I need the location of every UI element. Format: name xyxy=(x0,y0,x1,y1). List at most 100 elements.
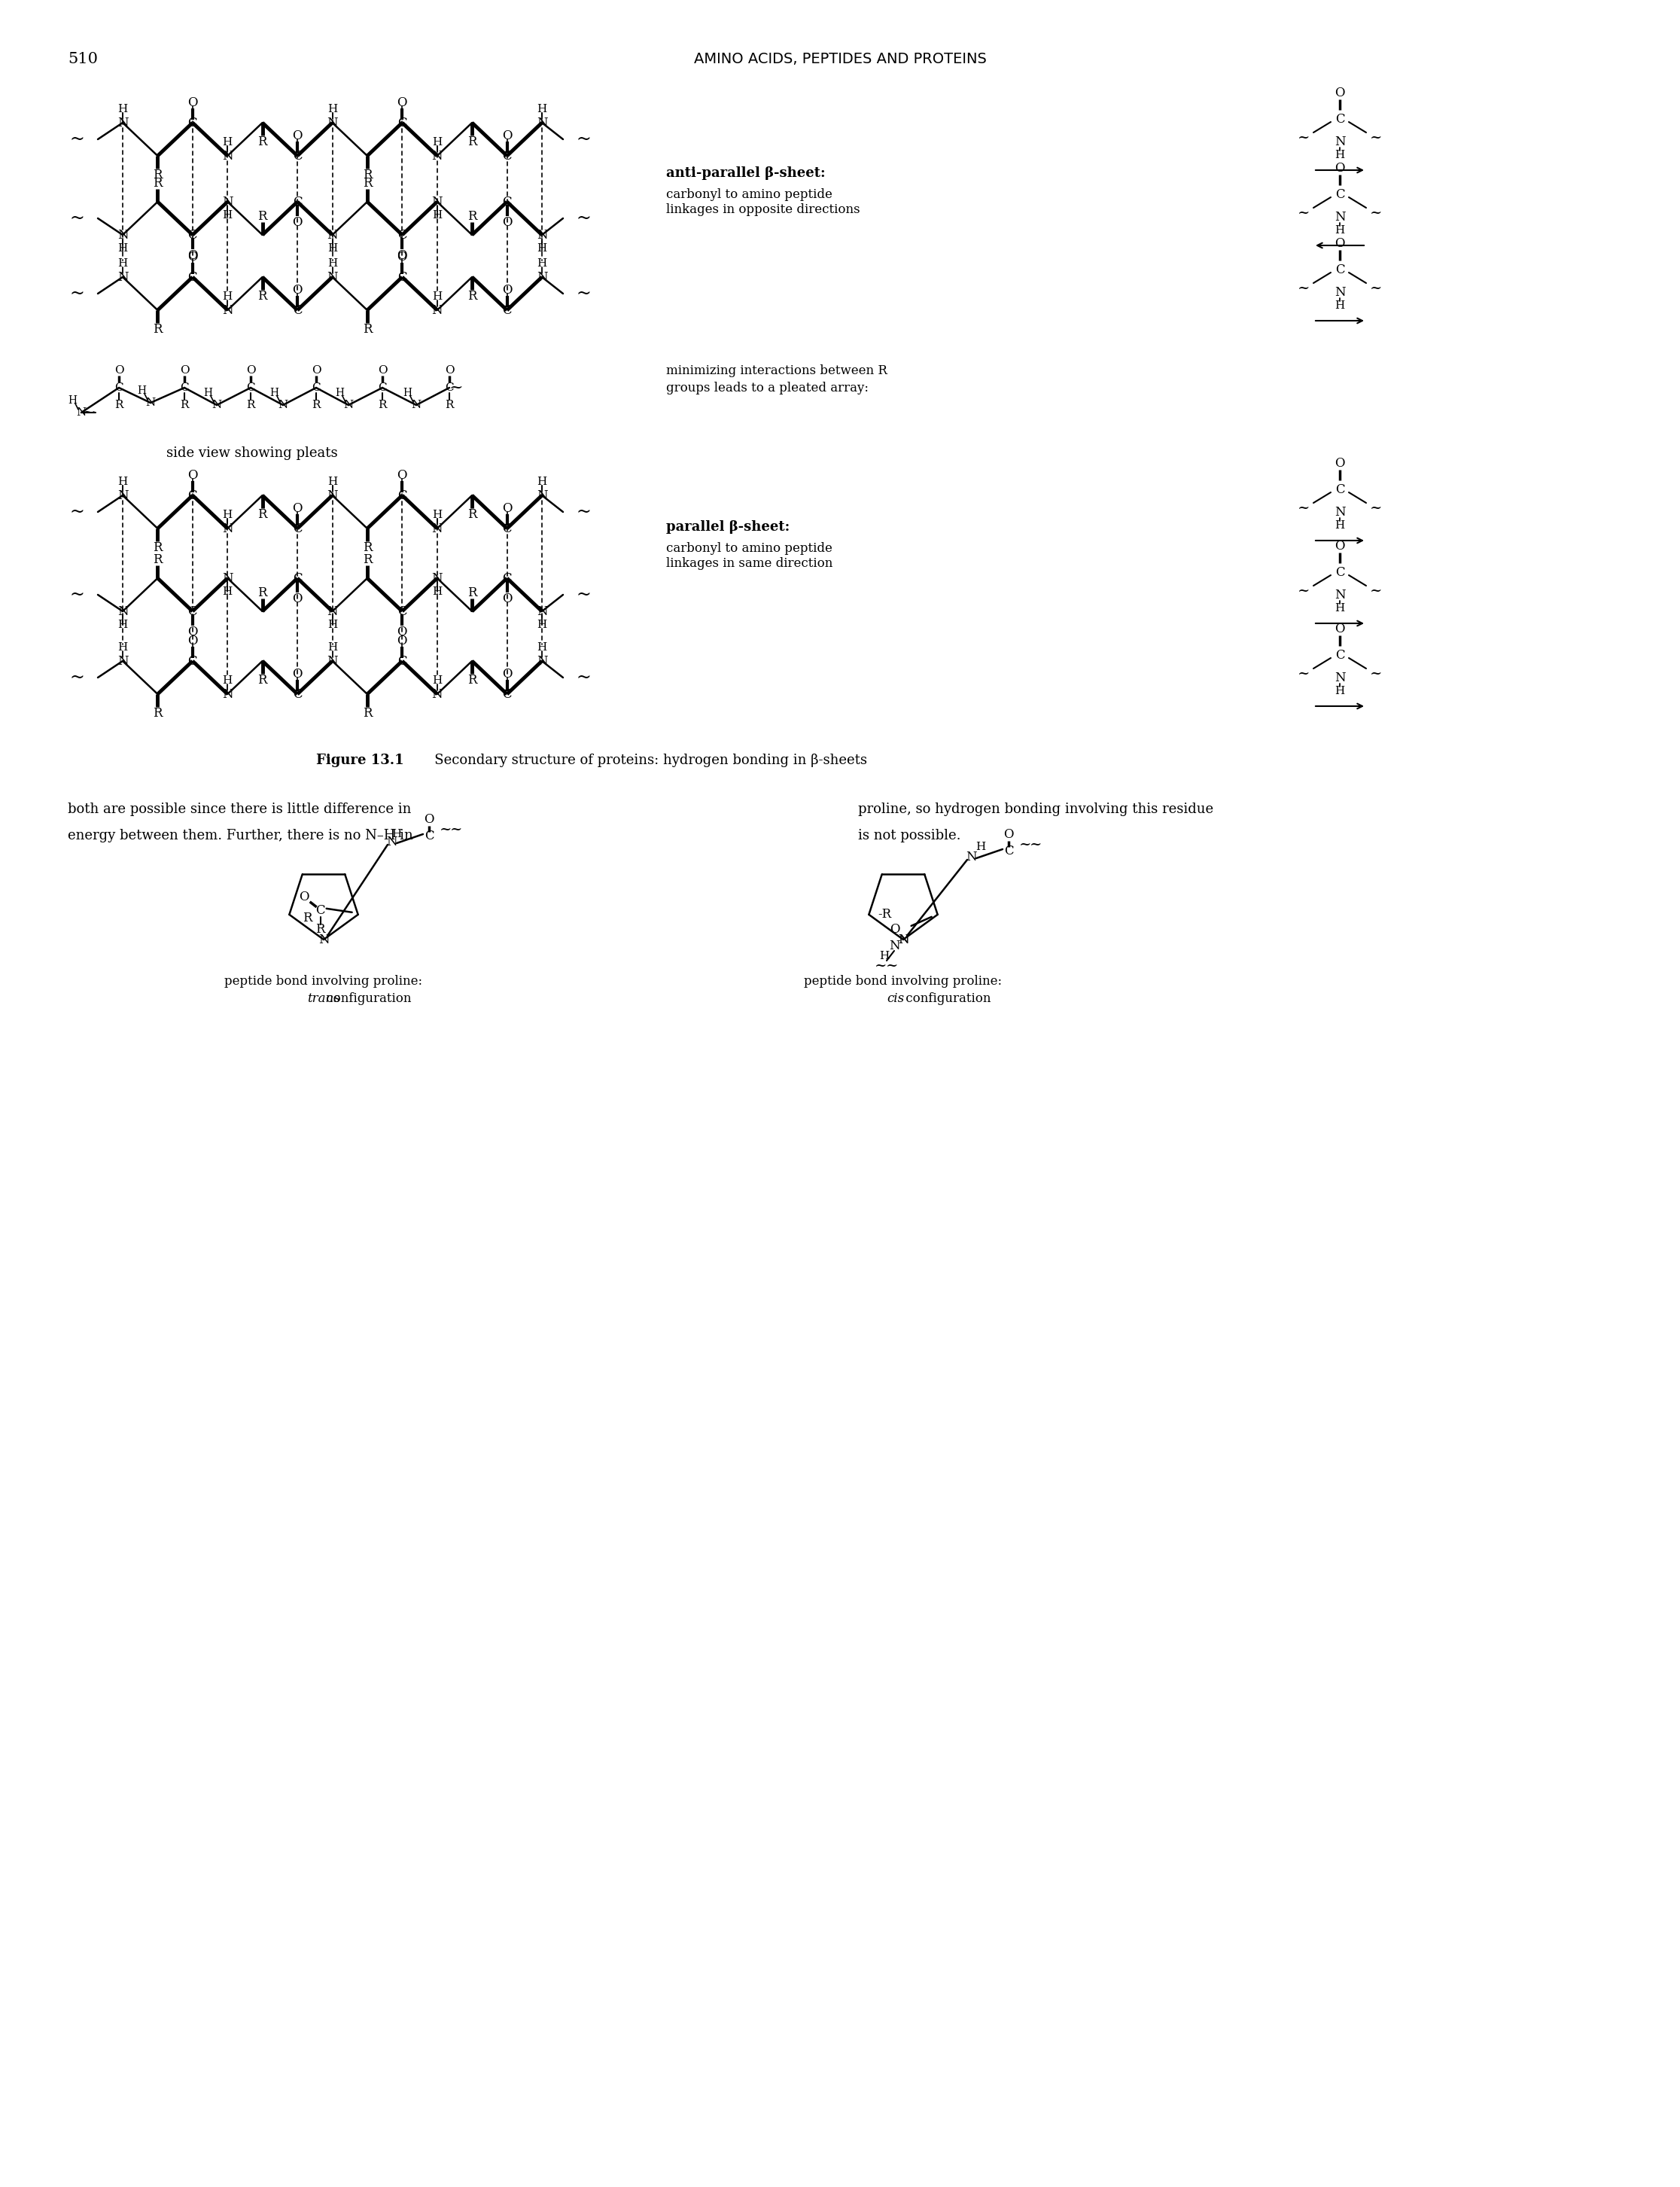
Text: H: H xyxy=(976,842,986,853)
Text: C: C xyxy=(1336,483,1344,496)
Text: O: O xyxy=(396,249,407,262)
Text: N: N xyxy=(386,835,396,849)
Text: O: O xyxy=(292,217,302,227)
Text: N: N xyxy=(222,195,234,208)
Text: R: R xyxy=(247,400,255,411)
Text: O: O xyxy=(292,667,302,680)
Text: C: C xyxy=(445,383,454,394)
Text: N: N xyxy=(412,400,422,411)
Text: ~: ~ xyxy=(576,131,591,149)
Text: R: R xyxy=(153,324,163,335)
Text: N: N xyxy=(897,934,909,947)
Text: ~: ~ xyxy=(69,284,84,302)
Text: C: C xyxy=(292,149,302,162)
Text: R: R xyxy=(467,507,477,521)
Text: H: H xyxy=(118,477,128,488)
Text: O: O xyxy=(292,129,302,142)
Text: O: O xyxy=(502,217,512,227)
Text: trans: trans xyxy=(307,993,339,1004)
Text: H: H xyxy=(118,619,128,630)
Text: N: N xyxy=(146,398,156,409)
Text: H: H xyxy=(432,676,442,687)
Text: R: R xyxy=(153,553,163,566)
Text: C: C xyxy=(188,271,197,284)
Text: H: H xyxy=(391,829,402,840)
Text: N: N xyxy=(118,227,128,241)
Text: energy between them. Further, there is no N–H in: energy between them. Further, there is n… xyxy=(67,829,413,842)
Text: H: H xyxy=(138,385,146,396)
Text: H: H xyxy=(403,387,412,398)
Text: H: H xyxy=(1336,300,1344,311)
Text: C: C xyxy=(188,116,197,129)
Text: O: O xyxy=(502,667,512,680)
Text: H: H xyxy=(328,243,338,254)
Text: O: O xyxy=(502,129,512,142)
Text: H: H xyxy=(879,951,889,962)
Text: R: R xyxy=(257,289,267,302)
Text: H: H xyxy=(269,387,279,398)
Text: H: H xyxy=(222,138,232,147)
Text: N: N xyxy=(328,227,338,241)
Text: C: C xyxy=(425,829,433,842)
Text: C: C xyxy=(1336,112,1344,125)
Text: H: H xyxy=(538,258,548,269)
Text: R: R xyxy=(467,674,477,687)
Text: R: R xyxy=(363,553,371,566)
Text: ~: ~ xyxy=(576,503,591,521)
Text: C: C xyxy=(502,195,512,208)
Text: ~: ~ xyxy=(885,960,899,973)
Text: N: N xyxy=(536,606,548,617)
Text: H: H xyxy=(328,477,338,488)
Text: ~: ~ xyxy=(69,586,84,604)
Text: H: H xyxy=(118,258,128,269)
Text: C: C xyxy=(247,383,255,394)
Text: O: O xyxy=(1334,540,1346,551)
Text: R: R xyxy=(363,540,371,553)
Text: ~: ~ xyxy=(69,669,84,687)
Text: ~: ~ xyxy=(449,378,464,396)
Text: H: H xyxy=(118,643,128,652)
Text: ~: ~ xyxy=(440,822,452,835)
Text: R: R xyxy=(153,540,163,553)
Text: parallel β-sheet:: parallel β-sheet: xyxy=(667,521,790,534)
Text: O: O xyxy=(502,284,512,295)
Text: C: C xyxy=(188,606,197,617)
Text: H: H xyxy=(538,477,548,488)
Text: ~: ~ xyxy=(576,669,591,687)
Text: H: H xyxy=(432,138,442,147)
Text: C: C xyxy=(292,304,302,317)
Text: is not possible.: is not possible. xyxy=(858,829,961,842)
Text: C: C xyxy=(378,383,386,394)
Text: N: N xyxy=(536,116,548,129)
Text: ~: ~ xyxy=(1297,584,1310,597)
Text: ~: ~ xyxy=(1369,584,1383,597)
Text: N: N xyxy=(318,934,329,947)
Text: minimizing interactions between R: minimizing interactions between R xyxy=(667,363,887,376)
Text: both are possible since there is little difference in: both are possible since there is little … xyxy=(67,803,412,816)
Text: C: C xyxy=(1336,188,1344,201)
Text: ~: ~ xyxy=(1369,501,1383,514)
Text: ~: ~ xyxy=(875,960,887,973)
Text: peptide bond involving proline:: peptide bond involving proline: xyxy=(225,975,423,986)
Text: R: R xyxy=(316,923,326,936)
Text: H: H xyxy=(1336,225,1344,236)
Text: C: C xyxy=(312,383,321,394)
Text: ~: ~ xyxy=(1297,667,1310,680)
Text: C: C xyxy=(114,383,123,394)
Text: N: N xyxy=(897,934,909,947)
Text: R: R xyxy=(257,210,267,223)
Text: R: R xyxy=(257,586,267,599)
Text: anti-parallel β-sheet:: anti-parallel β-sheet: xyxy=(667,166,825,179)
Text: peptide bond involving proline:: peptide bond involving proline: xyxy=(805,975,1003,986)
Text: H: H xyxy=(334,387,344,398)
Text: O: O xyxy=(292,593,302,606)
Text: O: O xyxy=(396,96,407,109)
Text: H: H xyxy=(432,291,442,302)
Text: N: N xyxy=(432,195,442,208)
Text: H: H xyxy=(538,643,548,652)
Text: ~: ~ xyxy=(1369,206,1383,221)
Text: C: C xyxy=(292,687,302,700)
Text: O: O xyxy=(1334,457,1346,470)
Text: R: R xyxy=(363,706,371,720)
Text: N: N xyxy=(432,687,442,700)
